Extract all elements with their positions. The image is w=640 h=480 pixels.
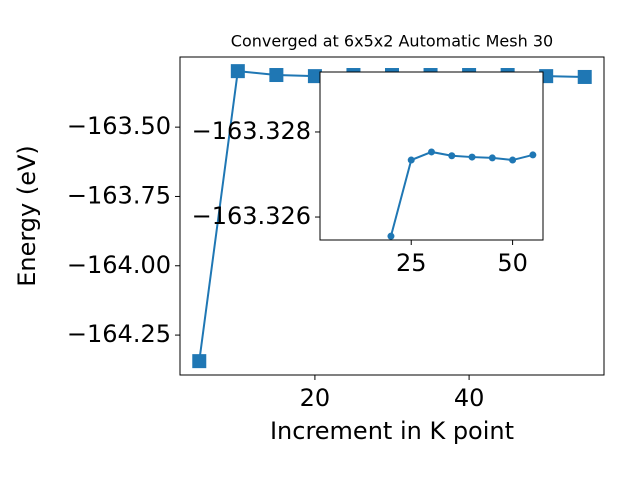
x-tick-label: 25 (396, 249, 427, 277)
marker (407, 156, 415, 164)
x-axis-label: Increment in K point (270, 417, 514, 445)
x-tick-label: 50 (497, 249, 528, 277)
marker (468, 153, 476, 161)
axes-frame (319, 71, 544, 241)
marker (529, 151, 537, 159)
marker (488, 154, 496, 162)
inset-background (320, 72, 543, 240)
y-tick-label: −164.25 (67, 320, 171, 348)
marker (448, 152, 456, 160)
y-tick-label: −163.75 (67, 181, 171, 209)
marker (428, 148, 435, 156)
marker (269, 68, 284, 83)
chart-title: Converged at 6x5x2 Automatic Mesh 30 (231, 32, 553, 51)
marker (509, 156, 517, 164)
y-tick-label: −164.00 (67, 251, 171, 279)
y-tick-label: −163.326 (192, 202, 311, 230)
y-tick-label: −163.328 (192, 117, 311, 145)
marker (577, 69, 592, 84)
y-tick-label: −163.50 (67, 112, 171, 140)
marker (307, 69, 322, 84)
x-tick-label: 20 (300, 384, 331, 412)
marker (192, 354, 207, 369)
marker (387, 232, 395, 240)
axes-frame (179, 56, 605, 376)
x-tick-label: 40 (454, 384, 485, 412)
y-axis-label: Energy (eV) (13, 145, 41, 287)
marker (230, 64, 245, 79)
